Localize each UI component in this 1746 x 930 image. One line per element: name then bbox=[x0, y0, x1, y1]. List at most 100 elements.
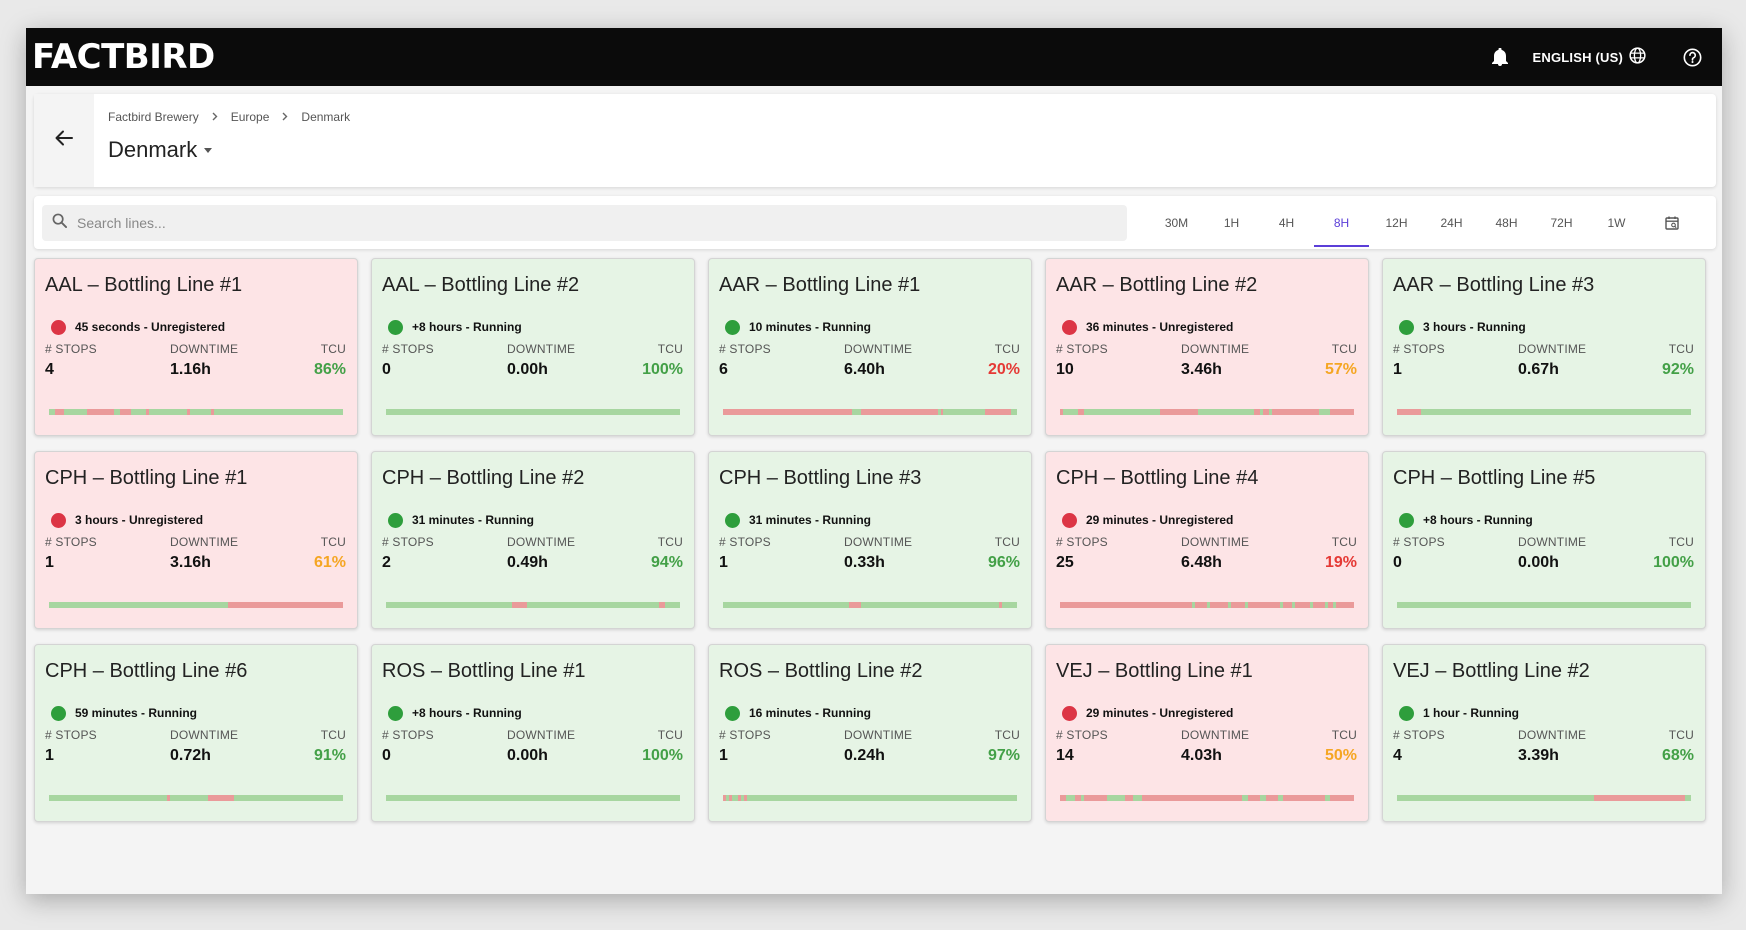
downtime-label: DOWNTIME bbox=[170, 728, 239, 742]
downtime-segment bbox=[940, 409, 944, 415]
tcu-value: 100% bbox=[642, 361, 683, 378]
line-card[interactable]: CPH – Bottling Line #3 31 minutes - Runn… bbox=[708, 451, 1032, 629]
back-button[interactable] bbox=[34, 94, 94, 187]
downtime-segment bbox=[743, 795, 747, 801]
bell-icon[interactable] bbox=[1490, 47, 1510, 67]
downtime-timeline[interactable] bbox=[1397, 795, 1691, 801]
tcu-value: 19% bbox=[1324, 554, 1357, 571]
tcu-label: TCU bbox=[1668, 342, 1694, 356]
language-selector[interactable]: ENGLISH (US) bbox=[1532, 47, 1646, 67]
downtime-timeline[interactable] bbox=[386, 795, 680, 801]
downtime-timeline[interactable] bbox=[386, 409, 680, 415]
downtime-value: 0.72h bbox=[170, 747, 211, 764]
line-card[interactable]: CPH – Bottling Line #4 29 minutes - Unre… bbox=[1045, 451, 1369, 629]
line-card[interactable]: CPH – Bottling Line #2 31 minutes - Runn… bbox=[371, 451, 695, 629]
downtime-segment bbox=[861, 409, 938, 415]
range-tab-4h[interactable]: 4H bbox=[1278, 215, 1295, 230]
downtime-timeline[interactable] bbox=[386, 602, 680, 608]
line-card[interactable]: ROS – Bottling Line #1 +8 hours - Runnin… bbox=[371, 644, 695, 822]
line-name: AAR – Bottling Line #3 bbox=[1393, 274, 1595, 296]
downtime-segment bbox=[659, 602, 666, 608]
range-tab-1h[interactable]: 1H bbox=[1223, 215, 1240, 230]
downtime-timeline[interactable] bbox=[1397, 409, 1691, 415]
downtime-label: DOWNTIME bbox=[507, 342, 576, 356]
line-card[interactable]: AAL – Bottling Line #2 +8 hours - Runnin… bbox=[371, 258, 695, 436]
status-text: 31 minutes - Running bbox=[412, 513, 535, 527]
downtime-timeline[interactable] bbox=[723, 409, 1017, 415]
downtime-timeline[interactable] bbox=[723, 602, 1017, 608]
line-card[interactable]: AAR – Bottling Line #1 10 minutes - Runn… bbox=[708, 258, 1032, 436]
stops-value: 14 bbox=[1056, 747, 1074, 764]
line-card[interactable]: ROS – Bottling Line #2 16 minutes - Runn… bbox=[708, 644, 1032, 822]
breadcrumb-item[interactable]: Factbird Brewery bbox=[108, 110, 199, 124]
range-tab-72h[interactable]: 72H bbox=[1550, 215, 1573, 230]
tcu-label: TCU bbox=[994, 535, 1020, 549]
stops-label: # STOPS bbox=[45, 535, 97, 549]
stops-value: 25 bbox=[1056, 554, 1074, 571]
downtime-label: DOWNTIME bbox=[844, 728, 913, 742]
breadcrumb-item[interactable]: Europe bbox=[230, 110, 270, 124]
downtime-segment bbox=[210, 409, 214, 415]
downtime-timeline[interactable] bbox=[1060, 409, 1354, 415]
line-status: 10 minutes - Running bbox=[719, 319, 1021, 335]
line-card[interactable]: VEJ – Bottling Line #1 29 minutes - Unre… bbox=[1045, 644, 1369, 822]
tcu-label: TCU bbox=[1668, 728, 1694, 742]
downtime-label: DOWNTIME bbox=[1518, 535, 1587, 549]
help-icon[interactable] bbox=[1682, 47, 1702, 67]
stops-value: 1 bbox=[45, 554, 54, 571]
line-card[interactable]: AAR – Bottling Line #3 3 hours - Running… bbox=[1382, 258, 1706, 436]
tcu-value: 50% bbox=[1324, 747, 1357, 764]
downtime-value: 0.00h bbox=[507, 361, 548, 378]
line-status: 36 minutes - Unregistered bbox=[1056, 319, 1358, 335]
range-tab-12h[interactable]: 12H bbox=[1385, 215, 1408, 230]
downtime-segment bbox=[228, 602, 343, 608]
downtime-value: 3.39h bbox=[1518, 747, 1559, 764]
downtime-value: 6.48h bbox=[1181, 554, 1222, 571]
line-cards-grid: AAL – Bottling Line #1 45 seconds - Unre… bbox=[34, 258, 1716, 822]
downtime-timeline[interactable] bbox=[1060, 602, 1354, 608]
range-tab-48h[interactable]: 48H bbox=[1495, 215, 1518, 230]
tcu-label: TCU bbox=[1331, 728, 1357, 742]
time-range-tabs: 30M 1H 4H 8H 12H 24H 48H 72H 1W bbox=[1149, 196, 1699, 249]
line-status: +8 hours - Running bbox=[1393, 512, 1695, 528]
line-card[interactable]: CPH – Bottling Line #6 59 minutes - Runn… bbox=[34, 644, 358, 822]
language-label: ENGLISH (US) bbox=[1532, 49, 1623, 65]
line-card[interactable]: VEJ – Bottling Line #2 1 hour - Running … bbox=[1382, 644, 1706, 822]
range-tab-24h[interactable]: 24H bbox=[1440, 215, 1463, 230]
downtime-value: 6.40h bbox=[844, 361, 885, 378]
location-selector[interactable]: Denmark bbox=[108, 137, 350, 163]
downtime-value: 3.16h bbox=[170, 554, 211, 571]
line-name: AAR – Bottling Line #1 bbox=[719, 274, 921, 296]
status-dot-icon bbox=[388, 512, 403, 528]
line-card[interactable]: AAL – Bottling Line #1 45 seconds - Unre… bbox=[34, 258, 358, 436]
factbird-logo[interactable]: FACTBIRD bbox=[32, 37, 215, 77]
line-metrics: # STOPS 1 DOWNTIME 0.24h TCU 97% bbox=[719, 728, 1021, 765]
downtime-segment bbox=[1330, 409, 1354, 415]
downtime-timeline[interactable] bbox=[49, 602, 343, 608]
status-dot-icon bbox=[725, 705, 740, 721]
status-dot-icon bbox=[1399, 319, 1414, 335]
line-name: VEJ – Bottling Line #2 bbox=[1393, 660, 1590, 682]
line-card[interactable]: CPH – Bottling Line #1 3 hours - Unregis… bbox=[34, 451, 358, 629]
calendar-icon[interactable] bbox=[1644, 196, 1699, 249]
downtime-timeline[interactable] bbox=[1060, 795, 1354, 801]
downtime-timeline[interactable] bbox=[1397, 602, 1691, 608]
downtime-segment bbox=[1060, 602, 1193, 608]
status-dot-icon bbox=[725, 319, 740, 335]
range-tab-8h[interactable]: 8H bbox=[1314, 196, 1369, 249]
downtime-label: DOWNTIME bbox=[1518, 342, 1587, 356]
downtime-timeline[interactable] bbox=[49, 409, 343, 415]
downtime-segment bbox=[1265, 795, 1278, 801]
range-tab-30m[interactable]: 30M bbox=[1164, 215, 1189, 230]
downtime-timeline[interactable] bbox=[723, 795, 1017, 801]
line-name: CPH – Bottling Line #4 bbox=[1056, 467, 1259, 489]
downtime-timeline[interactable] bbox=[49, 795, 343, 801]
line-status: 45 seconds - Unregistered bbox=[45, 319, 347, 335]
line-card[interactable]: AAR – Bottling Line #2 36 minutes - Unre… bbox=[1045, 258, 1369, 436]
line-name: AAL – Bottling Line #2 bbox=[382, 274, 580, 296]
stops-value: 4 bbox=[45, 361, 54, 378]
line-card[interactable]: CPH – Bottling Line #5 +8 hours - Runnin… bbox=[1382, 451, 1706, 629]
range-tab-1w[interactable]: 1W bbox=[1607, 215, 1626, 230]
status-dot-icon bbox=[1062, 319, 1077, 335]
search-input[interactable] bbox=[77, 214, 977, 231]
